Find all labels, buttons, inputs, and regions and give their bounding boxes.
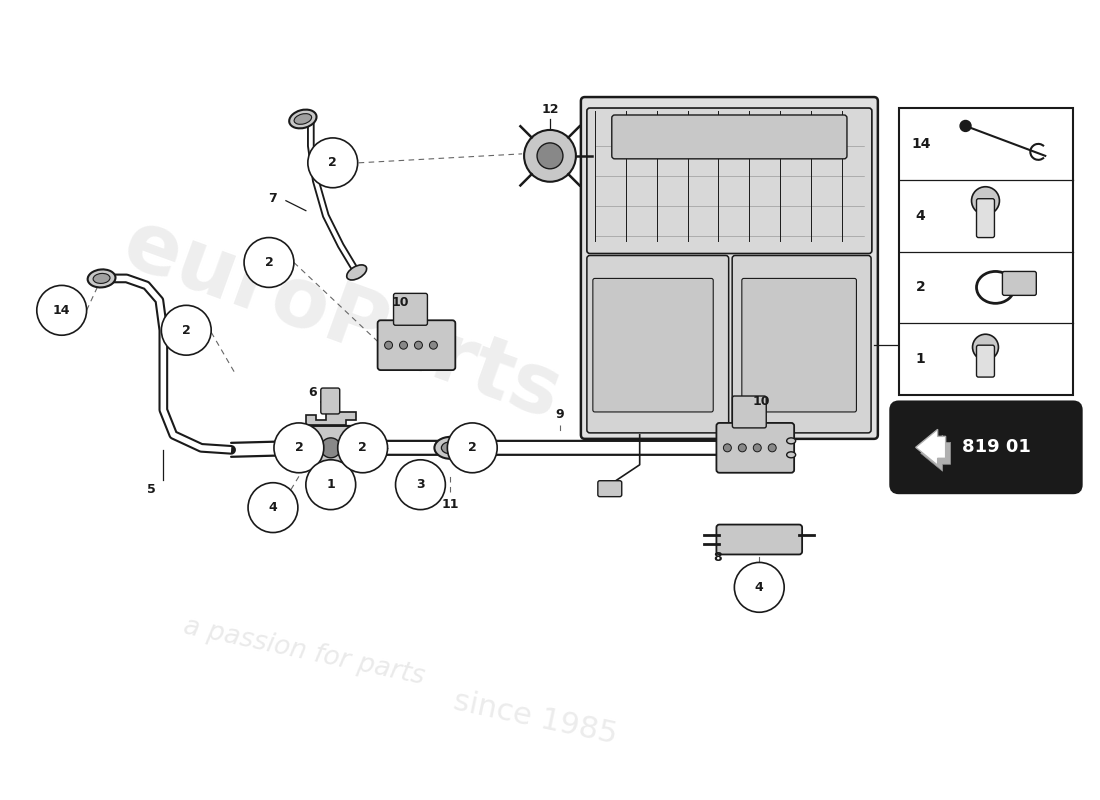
- Circle shape: [162, 306, 211, 355]
- FancyBboxPatch shape: [612, 115, 847, 159]
- Circle shape: [735, 562, 784, 612]
- Circle shape: [754, 444, 761, 452]
- Text: 9: 9: [556, 409, 564, 422]
- Text: 1: 1: [916, 352, 925, 366]
- Circle shape: [274, 423, 323, 473]
- Circle shape: [524, 130, 576, 182]
- Text: 5: 5: [147, 483, 156, 496]
- Text: 7: 7: [268, 192, 277, 206]
- Text: euroParts: euroParts: [111, 203, 572, 437]
- FancyBboxPatch shape: [321, 388, 340, 414]
- FancyBboxPatch shape: [377, 320, 455, 370]
- Text: 1: 1: [327, 478, 336, 491]
- Text: 3: 3: [416, 478, 425, 491]
- Text: 14: 14: [911, 137, 931, 151]
- Text: 11: 11: [441, 498, 459, 511]
- FancyBboxPatch shape: [716, 423, 794, 473]
- FancyBboxPatch shape: [733, 255, 871, 433]
- Circle shape: [385, 342, 393, 349]
- FancyBboxPatch shape: [597, 481, 622, 497]
- FancyBboxPatch shape: [741, 278, 857, 412]
- Circle shape: [724, 444, 732, 452]
- Text: 2: 2: [295, 442, 304, 454]
- FancyBboxPatch shape: [899, 108, 1074, 395]
- Circle shape: [306, 460, 355, 510]
- Text: 4: 4: [268, 501, 277, 514]
- FancyBboxPatch shape: [587, 108, 872, 254]
- Text: 2: 2: [916, 280, 925, 294]
- Text: 4: 4: [916, 209, 925, 222]
- Ellipse shape: [441, 442, 460, 454]
- Circle shape: [321, 438, 341, 458]
- Ellipse shape: [346, 265, 366, 280]
- Circle shape: [738, 444, 746, 452]
- Polygon shape: [306, 412, 355, 425]
- FancyBboxPatch shape: [394, 294, 428, 326]
- Circle shape: [308, 138, 358, 188]
- Ellipse shape: [94, 274, 110, 283]
- Text: 6: 6: [308, 386, 317, 398]
- Text: 2: 2: [468, 442, 476, 454]
- Circle shape: [244, 238, 294, 287]
- FancyBboxPatch shape: [716, 525, 802, 554]
- FancyBboxPatch shape: [581, 97, 878, 439]
- Text: 10: 10: [392, 296, 409, 309]
- FancyArrow shape: [921, 435, 950, 471]
- Text: 14: 14: [53, 304, 70, 317]
- Text: 819 01: 819 01: [961, 438, 1031, 456]
- FancyBboxPatch shape: [977, 345, 994, 377]
- FancyBboxPatch shape: [1002, 271, 1036, 295]
- FancyBboxPatch shape: [977, 198, 994, 238]
- FancyArrow shape: [915, 430, 946, 466]
- Ellipse shape: [294, 114, 311, 124]
- Circle shape: [396, 460, 446, 510]
- Circle shape: [429, 342, 438, 349]
- Circle shape: [36, 286, 87, 335]
- FancyBboxPatch shape: [733, 396, 767, 428]
- FancyBboxPatch shape: [593, 278, 713, 412]
- Circle shape: [399, 342, 407, 349]
- Text: 12: 12: [541, 102, 559, 115]
- Circle shape: [415, 342, 422, 349]
- Circle shape: [249, 482, 298, 533]
- Ellipse shape: [289, 110, 317, 128]
- Ellipse shape: [786, 438, 795, 444]
- Ellipse shape: [786, 452, 795, 458]
- Text: 2: 2: [329, 156, 337, 170]
- Circle shape: [338, 423, 387, 473]
- Text: 8: 8: [713, 551, 722, 564]
- FancyBboxPatch shape: [305, 426, 356, 470]
- Text: 10: 10: [752, 395, 770, 409]
- FancyBboxPatch shape: [587, 255, 728, 433]
- Ellipse shape: [88, 270, 116, 287]
- Circle shape: [971, 186, 1000, 214]
- Text: 13: 13: [910, 338, 927, 352]
- Text: 4: 4: [755, 581, 763, 594]
- Circle shape: [448, 423, 497, 473]
- Ellipse shape: [434, 437, 466, 458]
- Text: since 1985: since 1985: [450, 686, 619, 750]
- Text: 2: 2: [265, 256, 274, 269]
- Text: 2: 2: [359, 442, 367, 454]
- Circle shape: [537, 143, 563, 169]
- Text: 2: 2: [182, 324, 190, 337]
- Circle shape: [768, 444, 777, 452]
- Text: a passion for parts: a passion for parts: [182, 614, 427, 690]
- Circle shape: [972, 334, 999, 360]
- FancyBboxPatch shape: [891, 402, 1081, 493]
- Circle shape: [960, 121, 971, 131]
